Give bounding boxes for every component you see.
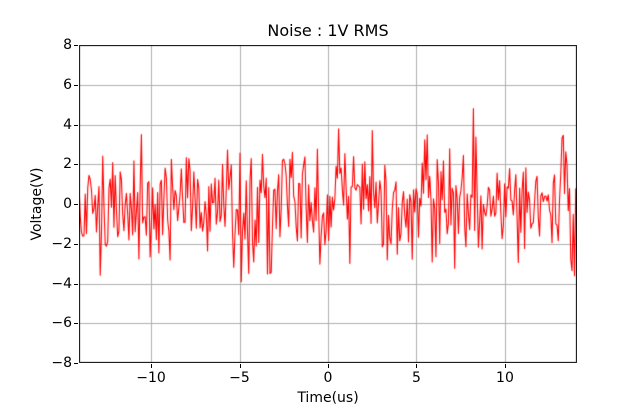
x-tick-label: −10: [136, 370, 166, 386]
chart-title: Noise : 1V RMS: [267, 21, 389, 40]
y-tick-label: −4: [51, 275, 72, 292]
y-tick-label: 8: [63, 37, 72, 53]
x-tick-mark: [151, 364, 153, 368]
y-tick-mark: [74, 204, 78, 205]
y-tick-mark: [74, 283, 78, 285]
x-tick-mark: [504, 364, 506, 368]
x-tick-label: −5: [229, 370, 250, 386]
y-tick-label: −8: [51, 355, 72, 371]
x-tick-mark: [328, 364, 329, 368]
x-axis-label: Time(us): [297, 390, 359, 406]
y-tick-label: 0: [63, 196, 72, 212]
x-tick-label: 10: [496, 370, 514, 386]
y-tick-mark: [74, 243, 78, 245]
y-tick-label: −2: [51, 235, 72, 252]
x-tick-mark: [416, 364, 418, 368]
x-tick-label: 5: [412, 370, 421, 386]
y-tick-label: −6: [51, 315, 72, 332]
y-tick-label: 6: [63, 76, 72, 93]
x-tick-label: 0: [323, 370, 333, 386]
x-tick-mark: [239, 364, 241, 368]
y-tick-label: 4: [63, 116, 72, 133]
y-tick-mark: [74, 124, 78, 126]
y-tick-mark: [74, 84, 78, 86]
y-tick-mark: [74, 363, 78, 364]
y-tick-mark: [74, 45, 78, 46]
plot-area: [79, 45, 577, 363]
y-tick-mark: [74, 323, 78, 325]
y-tick-label: 2: [63, 156, 72, 173]
y-tick-mark: [74, 164, 78, 166]
